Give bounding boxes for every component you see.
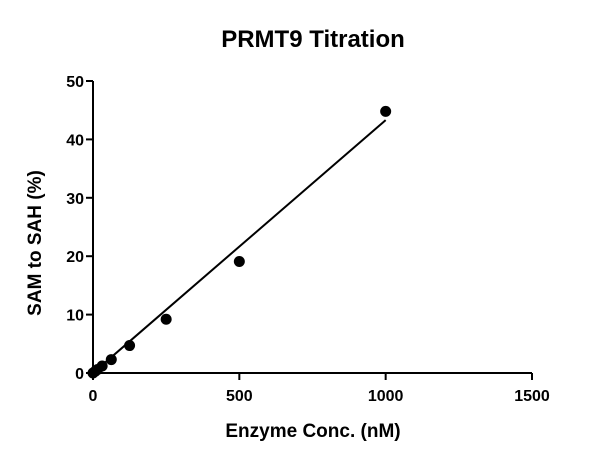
- y-tick-label: 40: [66, 132, 84, 149]
- data-point: [105, 354, 117, 366]
- data-point: [160, 313, 172, 325]
- x-tick-label: 0: [89, 388, 98, 405]
- points-layer: [87, 105, 392, 379]
- x-tick-label: 1500: [514, 388, 550, 405]
- x-tick-label: 1000: [368, 388, 404, 405]
- data-point: [233, 255, 245, 267]
- data-point: [96, 360, 108, 372]
- y-tick-label: 10: [66, 308, 84, 325]
- x-axis-label: Enzyme Conc. (nM): [225, 421, 400, 442]
- chart-title: PRMT9 Titration: [221, 26, 405, 53]
- data-point: [124, 340, 136, 352]
- data-point: [380, 105, 392, 117]
- fit-line: [92, 119, 387, 374]
- y-tick-label: 0: [75, 366, 84, 383]
- x-tick-label: 500: [226, 388, 253, 405]
- fit-layer: [92, 119, 387, 374]
- y-tick-label: 30: [66, 191, 84, 208]
- y-tick-label: 20: [66, 249, 84, 266]
- y-axis-label: SAM to SAH (%): [25, 170, 46, 316]
- y-tick-label: 50: [66, 74, 84, 91]
